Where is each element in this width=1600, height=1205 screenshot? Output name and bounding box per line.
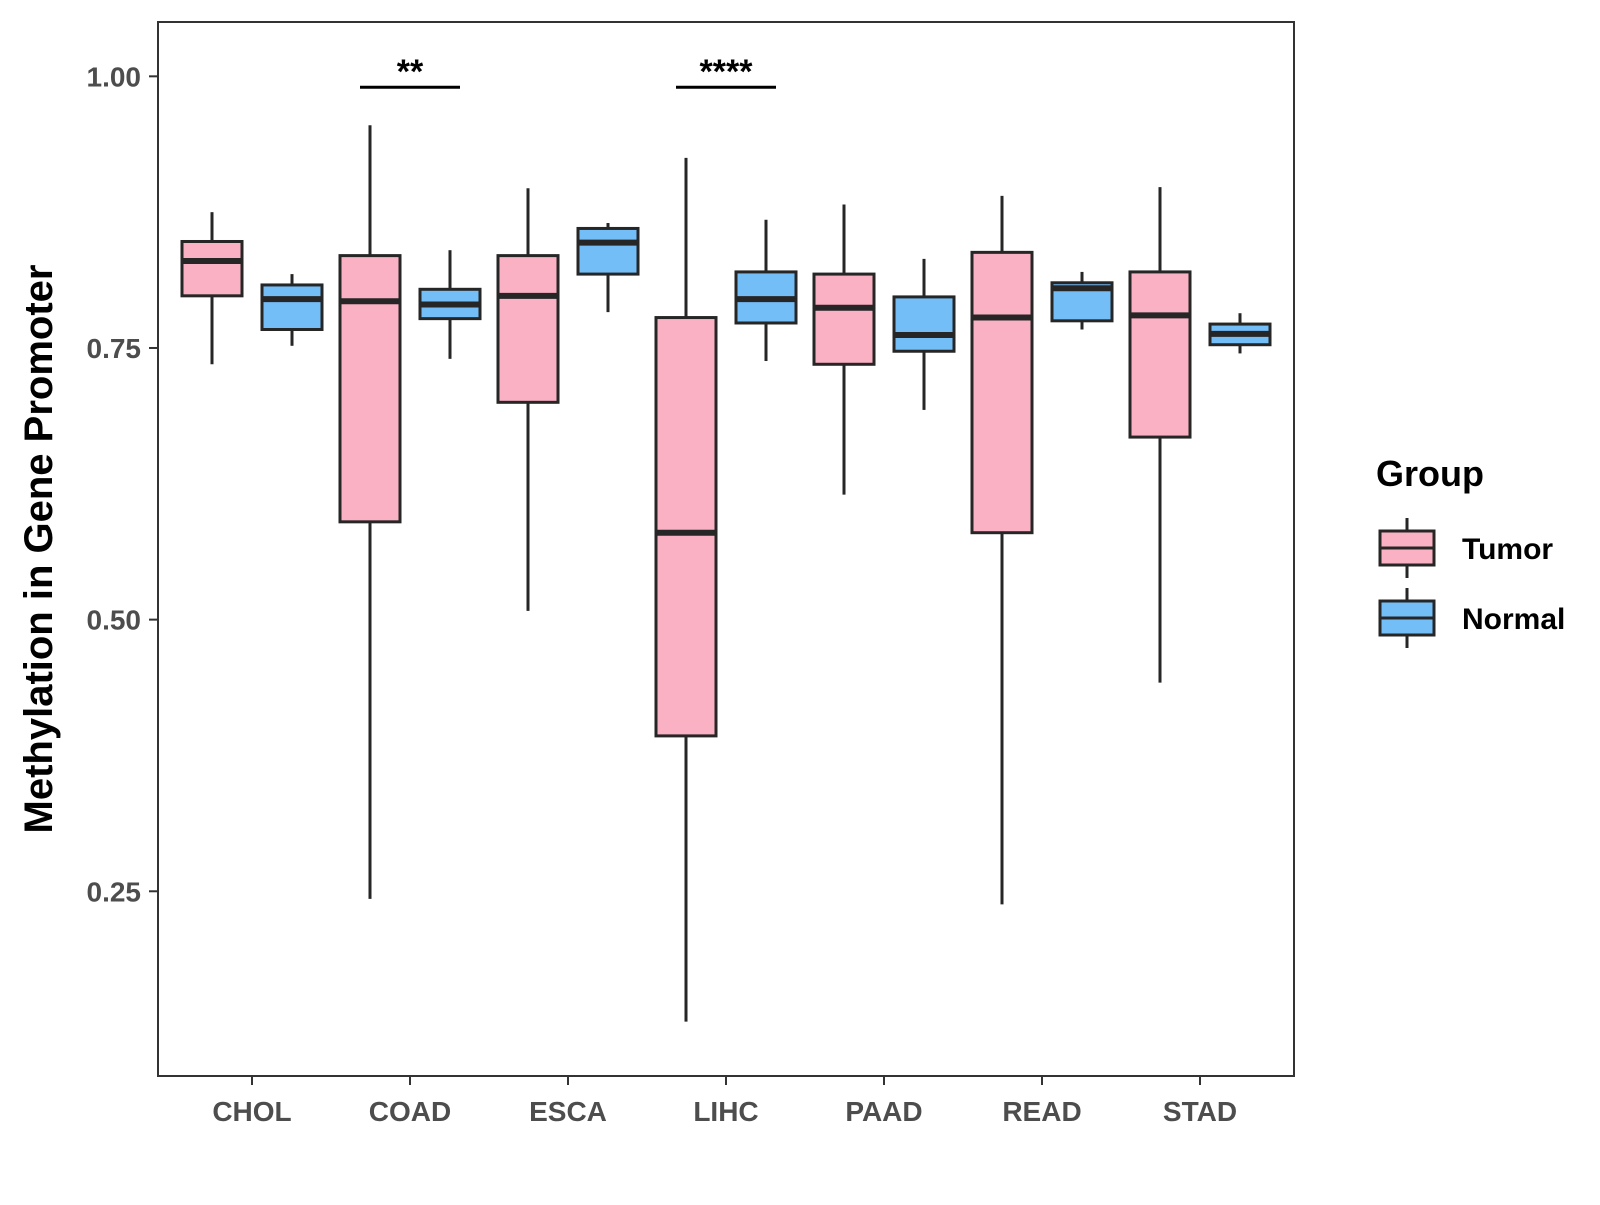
x-tick-label: ESCA [529, 1096, 607, 1127]
box-body [812, 272, 876, 366]
y-tick-label: 0.25 [87, 876, 142, 907]
x-tick-label: PAAD [845, 1096, 922, 1127]
plot-panel-border [157, 21, 1295, 1077]
box-body [892, 295, 956, 353]
box-normal-chol [260, 274, 324, 346]
x-tick-label: COAD [369, 1096, 451, 1127]
y-tick-label: 0.75 [87, 333, 142, 364]
x-tick-label: LIHC [693, 1096, 758, 1127]
box-normal-stad [1208, 313, 1272, 354]
legend-label: Normal [1462, 603, 1565, 636]
x-tick-label: READ [1002, 1096, 1081, 1127]
y-tick-label: 0.50 [87, 605, 142, 636]
box-body [1128, 270, 1192, 439]
box-normal-lihc [734, 219, 798, 362]
box-body [970, 250, 1034, 535]
box-tumor-paad [812, 204, 876, 495]
box-body [260, 283, 324, 332]
box-normal-esca [576, 223, 640, 313]
box-normal-paad [892, 258, 956, 410]
legend-label: Tumor [1462, 533, 1553, 566]
box-body [654, 316, 718, 738]
legend-title: Group [1376, 453, 1484, 494]
box-body [338, 254, 402, 524]
box-tumor-read [970, 195, 1034, 905]
x-tick-label: STAD [1163, 1096, 1237, 1127]
y-tick-label: 1.00 [87, 61, 142, 92]
y-axis-title: Methylation in Gene Promoter [17, 265, 61, 834]
box-tumor-esca [496, 188, 560, 611]
significance-label: ** [397, 53, 424, 91]
box-tumor-coad [338, 125, 402, 899]
box-tumor-chol [180, 212, 244, 365]
box-body [496, 254, 560, 404]
x-tick-label: CHOL [212, 1096, 291, 1127]
box-normal-read [1050, 271, 1114, 330]
significance-label: **** [700, 53, 754, 91]
box-body [576, 226, 640, 276]
box-tumor-stad [1128, 187, 1192, 683]
box-body [180, 239, 244, 298]
legend-entry-tumor: Tumor [1378, 518, 1553, 578]
box-normal-coad [418, 250, 482, 359]
box-tumor-lihc [654, 157, 718, 1022]
legend-entry-normal: Normal [1378, 588, 1565, 648]
